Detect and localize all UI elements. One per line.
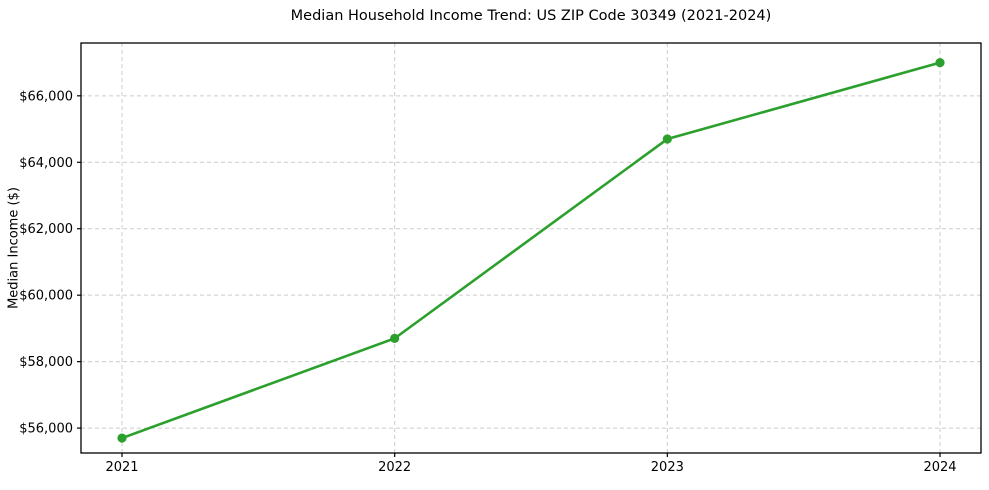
- y-tick-label: $64,000: [19, 156, 73, 171]
- chart-title: Median Household Income Trend: US ZIP Co…: [290, 8, 772, 24]
- y-tick-label: $62,000: [19, 222, 73, 237]
- data-point: [935, 58, 945, 68]
- x-tick-label: 2021: [105, 460, 138, 475]
- data-point: [390, 333, 400, 343]
- x-tick-label: 2022: [378, 460, 411, 475]
- data-point: [117, 433, 127, 443]
- plot-frame: [80, 42, 982, 454]
- x-tick-label: 2024: [923, 460, 956, 475]
- y-tick-label: $60,000: [19, 289, 73, 304]
- y-tick-label: $66,000: [19, 89, 73, 104]
- y-tick-label: $58,000: [19, 355, 73, 370]
- data-point: [662, 134, 672, 144]
- y-tick-label: $56,000: [19, 422, 73, 437]
- x-tick-label: 2023: [651, 460, 684, 475]
- trend-line: [120, 61, 942, 440]
